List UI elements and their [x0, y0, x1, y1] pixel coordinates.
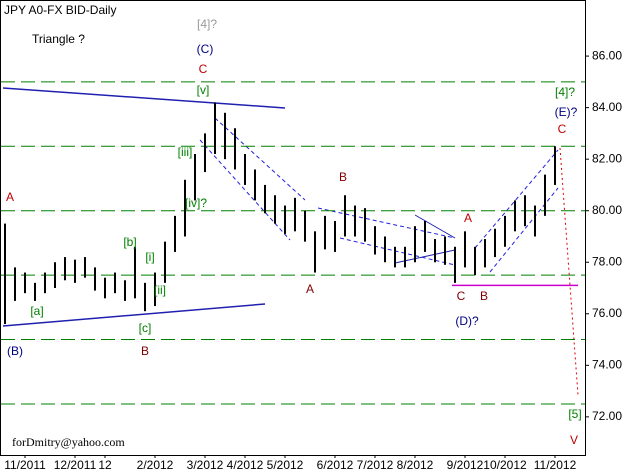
annotation: Triangle ?: [32, 32, 85, 46]
y-tick-label: 76.00: [592, 306, 622, 320]
y-tick-label: 86.00: [592, 48, 622, 62]
trend-line: [2, 87, 286, 109]
x-tick-label: 2/2012: [137, 458, 174, 472]
x-tick-label: 8/2012: [397, 458, 434, 472]
annotation: [c]: [139, 321, 152, 335]
annotation: [iii]: [178, 145, 193, 159]
annotation: A: [464, 211, 472, 225]
annotation: (D)?: [455, 314, 479, 328]
annotation: [4]?: [555, 85, 575, 99]
x-tick-label: 10/2012: [483, 458, 527, 472]
x-tick-label: 11/2011: [4, 458, 46, 472]
trend-line: [2, 303, 266, 327]
annotation: [i]: [145, 250, 154, 264]
x-tick-label: 12: [98, 458, 112, 472]
annotation: (E)?: [555, 105, 578, 119]
annotation: [iv]?: [185, 196, 207, 210]
x-tick-label: 11/2012: [534, 458, 577, 472]
annotation: [v]: [197, 83, 210, 97]
annotation: C: [457, 289, 466, 303]
x-tick-label: 12/2011: [54, 458, 97, 472]
y-tick-label: 82.00: [592, 151, 622, 165]
y-tick-label: 72.00: [592, 409, 622, 423]
annotation: forDmitry@yahoo.com: [12, 435, 125, 449]
annotation: [ii]: [154, 283, 166, 297]
x-tick-label: 6/2012: [317, 458, 354, 472]
triangle-line: [414, 214, 456, 239]
x-tick-label: 3/2012: [187, 458, 224, 472]
channel-line: [474, 149, 559, 249]
y-tick-label: 74.00: [592, 357, 622, 371]
annotation: (C): [197, 42, 214, 56]
trend-lines: [2, 87, 579, 396]
y-tick-label: 78.00: [592, 254, 622, 268]
x-tick-label: 4/2012: [227, 458, 264, 472]
x-tick-label: 9/2012: [447, 458, 484, 472]
plot-frame: [0, 0, 586, 456]
annotation: (B): [7, 344, 23, 358]
channel-line: [214, 117, 306, 201]
y-tick-label: 80.00: [592, 203, 622, 217]
annotation: B: [141, 344, 149, 358]
chart-title: JPY A0-FX BID-Daily: [4, 3, 116, 17]
annotation: [5]: [568, 407, 581, 421]
annotation: C: [558, 122, 567, 136]
y-tick-label: 84.00: [592, 100, 622, 114]
channel-line: [317, 207, 456, 239]
annotation: [4]?: [197, 17, 217, 31]
x-tick-label: 5/2012: [267, 458, 304, 472]
x-tick-label: 7/2012: [357, 458, 394, 472]
annotation: B: [339, 170, 347, 184]
annotation: B: [480, 289, 488, 303]
annotation: [a]: [30, 304, 43, 318]
annotation: V: [570, 433, 578, 447]
annotation: A: [306, 282, 314, 296]
annotation: A: [6, 190, 14, 204]
annotation: [b]: [123, 235, 136, 249]
projection-line: [559, 147, 579, 396]
annotation: C: [199, 62, 208, 76]
